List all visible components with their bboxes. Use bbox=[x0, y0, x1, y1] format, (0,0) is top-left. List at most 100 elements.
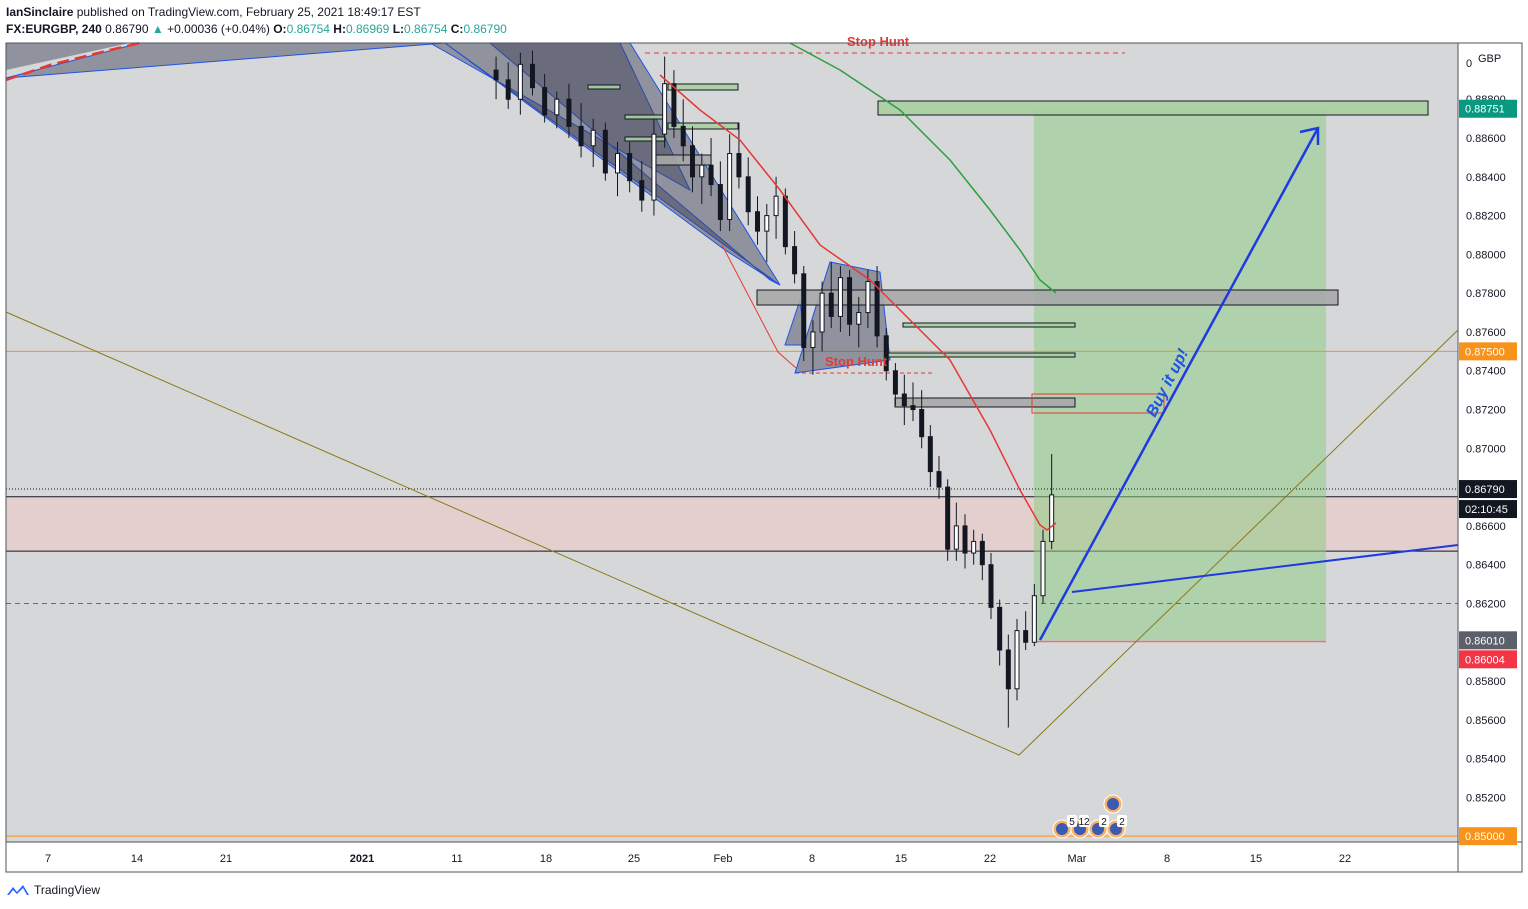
candle-body-20 bbox=[717, 184, 723, 220]
candle-body-48 bbox=[971, 540, 977, 554]
candle-body-44 bbox=[936, 471, 942, 488]
price-tick-6: 0.87600 bbox=[1466, 327, 1506, 339]
event-count-bg-3 bbox=[1117, 815, 1127, 827]
time-tick-5: 18 bbox=[540, 853, 552, 865]
time-tick-12: 8 bbox=[1164, 853, 1170, 865]
time-tick-11: Mar bbox=[1068, 853, 1087, 865]
candle-body-10 bbox=[615, 153, 620, 174]
candle-body-30 bbox=[810, 331, 816, 348]
candle-body-34 bbox=[847, 277, 853, 325]
mini-level-2 bbox=[667, 122, 739, 130]
price-tick-14: 0.85600 bbox=[1466, 715, 1506, 727]
price-tick-5: 0.87800 bbox=[1466, 288, 1506, 300]
price-tick-11: 0.86400 bbox=[1466, 560, 1506, 572]
blue-arrow-head bbox=[1299, 126, 1320, 145]
blue-trend-line bbox=[1071, 544, 1459, 593]
red-moving-average bbox=[659, 74, 1057, 531]
low-value: 0.86754 bbox=[404, 22, 448, 36]
entry-target-rect bbox=[1031, 393, 1165, 414]
time-tick-14: 22 bbox=[1339, 853, 1351, 865]
time-tick-10: 22 bbox=[984, 853, 996, 865]
price-badge-text-0: 0.88751 bbox=[1465, 104, 1505, 116]
price-badge-bg-1 bbox=[1459, 342, 1517, 361]
time-tick-1: 14 bbox=[131, 853, 143, 865]
candle-body-37 bbox=[874, 281, 880, 337]
candle-body-54 bbox=[1023, 630, 1029, 643]
candle-body-22 bbox=[736, 153, 742, 178]
price-badges: 0.88751 0.87500 0.86790 02:10:45 0.86010 0.86… bbox=[1459, 99, 1517, 846]
stop-hunt-label-top: Stop Hunt bbox=[847, 34, 910, 49]
tradingview-logo-icon bbox=[7, 885, 29, 895]
price-tick-4: 0.88000 bbox=[1466, 249, 1506, 261]
event-markers[interactable]: 5 12 2 2 bbox=[1052, 794, 1127, 839]
candle-body-26 bbox=[773, 195, 779, 217]
candle-body-33 bbox=[837, 277, 843, 317]
price-tick-13: 0.85800 bbox=[1466, 676, 1506, 688]
price-axis-labels: 0.888000.886000.884000.882000.880000.878… bbox=[1466, 53, 1506, 804]
price-badge-text-4: 0.86010 bbox=[1465, 635, 1505, 647]
red-dashed-trend bbox=[5, 41, 141, 82]
thin-level-2 bbox=[886, 352, 1076, 358]
price-tick-9: 0.87000 bbox=[1466, 443, 1506, 455]
event-count-bg-2 bbox=[1099, 815, 1109, 827]
candle-body-17 bbox=[690, 145, 695, 178]
target-zone-rect bbox=[877, 100, 1429, 116]
candle-body-36 bbox=[865, 281, 871, 314]
candle-body-7 bbox=[578, 125, 584, 147]
levels-layer bbox=[6, 52, 1458, 837]
candle-body-39 bbox=[892, 370, 898, 395]
candle-body-21 bbox=[727, 153, 733, 220]
candle-body-55 bbox=[1031, 595, 1037, 643]
candle-body-51 bbox=[997, 606, 1003, 651]
lines-layer bbox=[659, 42, 1459, 641]
currency-label: GBP bbox=[1478, 53, 1501, 65]
high-label: H: bbox=[333, 22, 346, 36]
candle-body-2 bbox=[517, 63, 523, 100]
time-tick-4: 11 bbox=[451, 853, 462, 865]
candle-body-13 bbox=[651, 133, 657, 201]
candle-body-53 bbox=[1014, 630, 1020, 690]
symbol-label[interactable]: FX:EURGBP, 240 bbox=[6, 22, 102, 36]
olive-v-lines bbox=[5, 311, 1459, 756]
candle-body-27 bbox=[782, 195, 788, 248]
price-badge-text-2: 0.86790 bbox=[1465, 484, 1505, 496]
candle-body-46 bbox=[953, 525, 959, 550]
resistance-rect bbox=[756, 289, 1339, 306]
event-count-2: 2 bbox=[1101, 817, 1107, 828]
candle-body-11 bbox=[627, 153, 633, 182]
blue-projection-arrow bbox=[1038, 127, 1320, 641]
stop-hunt-label-mid: Stop Hunt bbox=[825, 354, 888, 369]
mini-level-5 bbox=[624, 136, 666, 142]
candle-body-6 bbox=[566, 98, 572, 127]
price-tick-3: 0.88200 bbox=[1466, 211, 1506, 223]
close-label: C: bbox=[450, 22, 464, 36]
price-badge-bg-6 bbox=[1459, 827, 1517, 846]
published-text: published on TradingView.com, February 2… bbox=[76, 5, 421, 19]
open-label: O: bbox=[273, 22, 287, 36]
event-count-3: 2 bbox=[1119, 817, 1125, 828]
time-tick-7: Feb bbox=[714, 853, 733, 865]
candle-body-50 bbox=[988, 564, 994, 608]
candle-body-16 bbox=[680, 125, 686, 147]
price-axis[interactable] bbox=[1457, 42, 1523, 843]
price-badge-text-3: 02:10:45 bbox=[1465, 504, 1508, 516]
footer: TradingView bbox=[6, 880, 100, 900]
price-tick-10: 0.86600 bbox=[1466, 521, 1506, 533]
candle-body-24 bbox=[755, 211, 760, 232]
footer-brand[interactable]: TradingView bbox=[34, 883, 101, 897]
price-badge-text-1: 0.87500 bbox=[1465, 346, 1505, 358]
candle-body-45 bbox=[945, 486, 951, 550]
time-tick-3: 2021 bbox=[350, 853, 374, 865]
price-tick-12: 0.86200 bbox=[1466, 598, 1506, 610]
candle-body-5 bbox=[554, 98, 560, 116]
time-axis[interactable] bbox=[5, 841, 1459, 873]
high-value: 0.86969 bbox=[345, 22, 390, 36]
time-tick-9: 15 bbox=[895, 853, 907, 865]
candle-body-43 bbox=[927, 436, 933, 473]
event-count-0: 5 bbox=[1069, 817, 1075, 828]
price-tick-2: 0.88400 bbox=[1466, 172, 1506, 184]
author-name[interactable]: IanSinclaire bbox=[6, 5, 74, 19]
time-tick-8: 8 bbox=[809, 853, 815, 865]
flag-icon-0 bbox=[1056, 823, 1068, 835]
